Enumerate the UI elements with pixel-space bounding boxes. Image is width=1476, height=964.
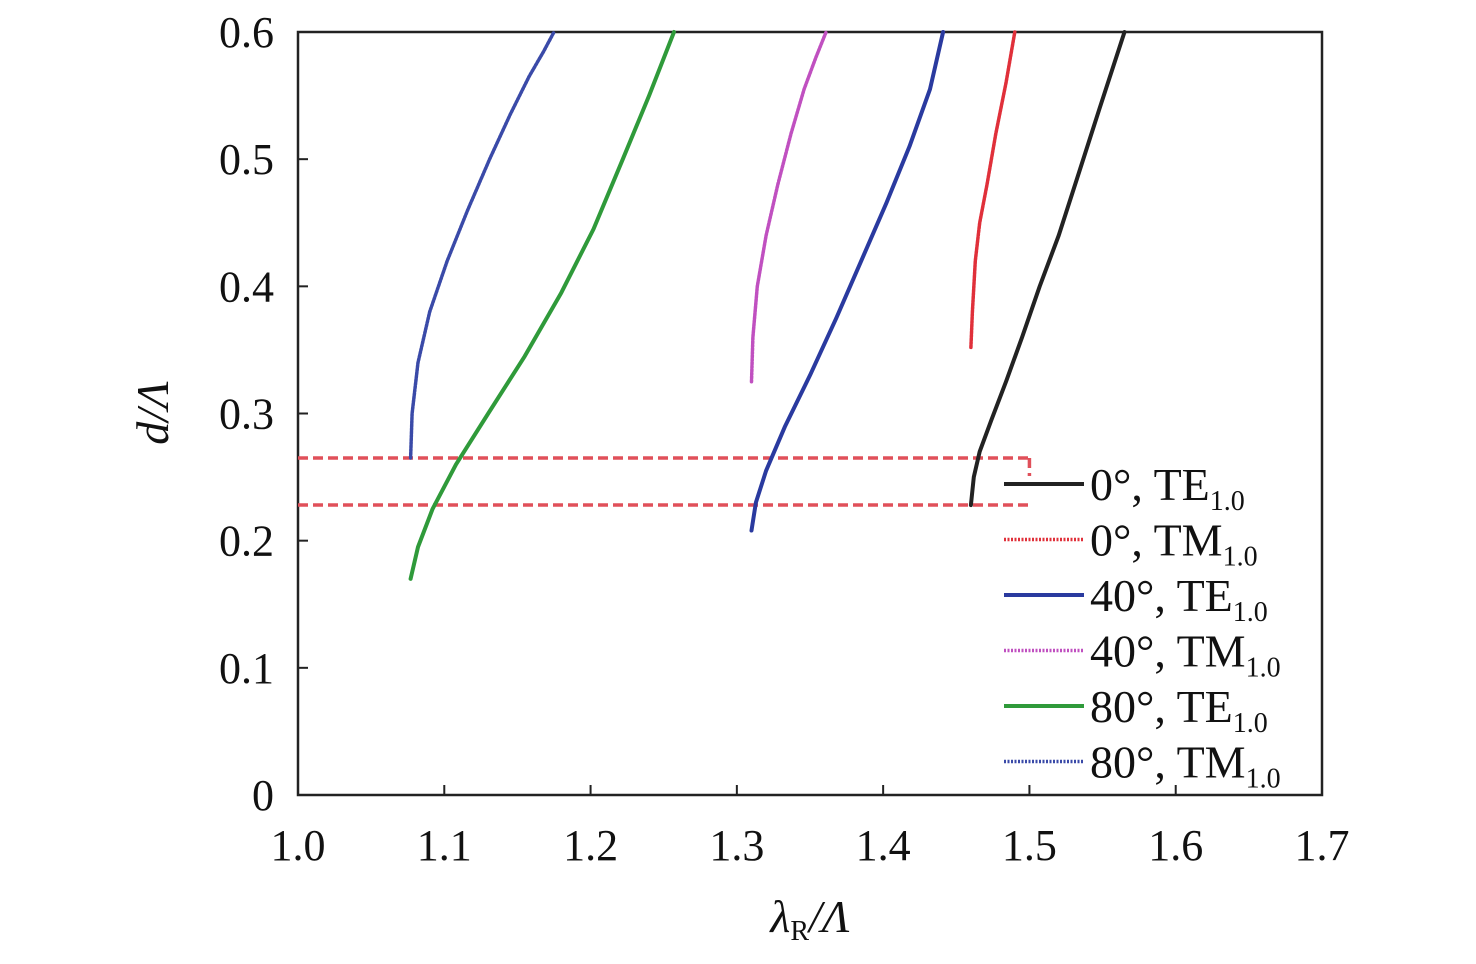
y-tick-label: 0.1 (219, 644, 274, 693)
y-axis-ticks: 0 0.1 0.2 0.3 0.4 0.5 0.6 (219, 8, 308, 820)
legend-label: 80°, TE (1090, 681, 1233, 732)
x-tick-label: 1.5 (1002, 821, 1057, 870)
y-tick-label: 0.5 (219, 135, 274, 184)
legend-subscript: 1.0 (1233, 597, 1268, 628)
legend-subscript: 1.0 (1223, 542, 1258, 573)
y-tick-label: 0.2 (219, 517, 274, 566)
legend-label: 0°, TM (1090, 515, 1223, 566)
x-tick-label: 1.1 (417, 821, 472, 870)
legend-entry-2: 0°, TM1.0 (1090, 515, 1258, 573)
plot-area (296, 30, 1324, 797)
series-line-4 (749, 30, 828, 384)
y-tick-label: 0.6 (219, 8, 274, 57)
legend-label: 80°, TM (1090, 737, 1246, 788)
y-tick-label: 0.4 (219, 262, 274, 311)
legend-entry-6: 80°, TM1.0 (1090, 737, 1281, 795)
legend-entry-5: 80°, TE1.0 (1090, 681, 1268, 739)
legend-subscript: 1.0 (1246, 653, 1281, 684)
x-axis-label-rest: /Λ (806, 891, 850, 942)
legend-entry-1: 0°, TE1.0 (1090, 459, 1245, 517)
legend-label: 40°, TE (1090, 570, 1233, 621)
legend-label: 0°, TE (1090, 459, 1210, 510)
x-tick-label: 1.0 (271, 821, 326, 870)
series-line-1 (968, 30, 1127, 508)
legend-subscript: 1.0 (1233, 708, 1268, 739)
series-line-3 (749, 30, 946, 533)
x-tick-label: 1.4 (856, 821, 911, 870)
reference-lines (298, 456, 1032, 507)
x-axis-label-sub: R (790, 916, 809, 947)
y-axis-label: d/Λ (127, 381, 178, 445)
legend: 0°, TE1.00°, TM1.040°, TE1.040°, TM1.080… (1004, 459, 1281, 795)
x-axis-label-main: λ (768, 891, 790, 942)
x-tick-label: 1.6 (1148, 821, 1203, 870)
x-tick-label: 1.7 (1295, 821, 1350, 870)
series-lines (408, 30, 1127, 581)
series-line-6 (408, 30, 556, 460)
series-line-2 (969, 30, 1017, 350)
x-tick-label: 1.2 (563, 821, 618, 870)
legend-subscript: 1.0 (1246, 764, 1281, 795)
legend-label: 40°, TM (1090, 626, 1246, 677)
x-tick-label: 1.3 (709, 821, 764, 870)
y-tick-label: 0.3 (219, 390, 274, 439)
y-tick-label: 0 (252, 771, 274, 820)
legend-entry-3: 40°, TE1.0 (1090, 570, 1268, 628)
x-axis-ticks: 1.0 1.1 1.2 1.3 1.4 1.5 1.6 1.7 (271, 785, 1350, 870)
x-axis-label: λR/Λ (768, 891, 849, 947)
series-line-5 (408, 30, 676, 581)
legend-subscript: 1.0 (1210, 486, 1245, 517)
legend-entry-4: 40°, TM1.0 (1090, 626, 1281, 684)
